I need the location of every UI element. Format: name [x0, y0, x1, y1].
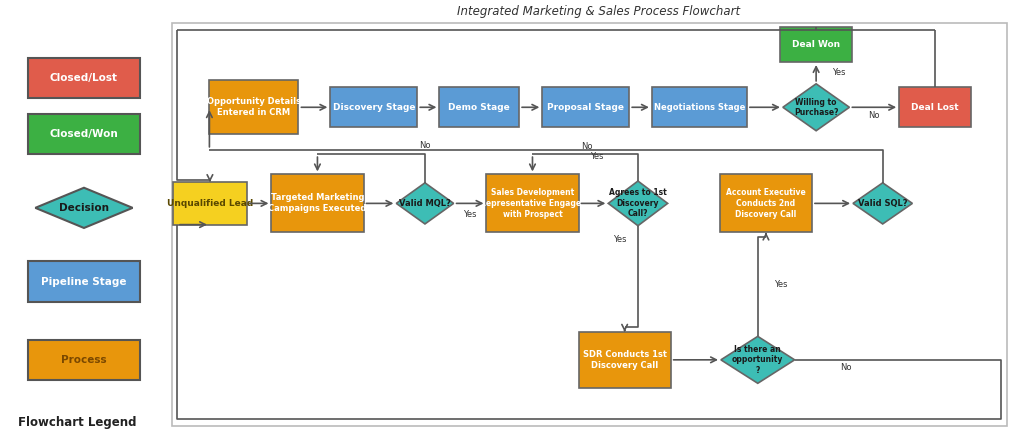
Text: Yes: Yes	[591, 152, 604, 161]
Text: Sales Development
Representative Engages
with Prospect: Sales Development Representative Engages…	[479, 188, 586, 219]
FancyBboxPatch shape	[210, 80, 299, 134]
FancyBboxPatch shape	[28, 58, 140, 98]
Polygon shape	[396, 183, 454, 224]
Text: Negotiations Stage: Negotiations Stage	[653, 103, 745, 112]
FancyBboxPatch shape	[28, 261, 140, 302]
Text: Agrees to 1st
Discovery
Call?: Agrees to 1st Discovery Call?	[609, 189, 667, 218]
Text: No: No	[581, 142, 593, 151]
FancyBboxPatch shape	[543, 87, 629, 127]
Text: Decision: Decision	[59, 203, 109, 213]
FancyBboxPatch shape	[579, 332, 671, 388]
Text: Yes: Yes	[463, 210, 477, 219]
FancyBboxPatch shape	[486, 174, 579, 232]
Text: Targeted Marketing
Campaigns Executed: Targeted Marketing Campaigns Executed	[268, 194, 367, 213]
FancyBboxPatch shape	[330, 87, 418, 127]
Text: Deal Won: Deal Won	[793, 40, 840, 49]
Polygon shape	[608, 181, 668, 226]
FancyBboxPatch shape	[173, 182, 247, 224]
Text: Unqualified Lead: Unqualified Lead	[167, 199, 253, 208]
Text: Deal Lost: Deal Lost	[911, 103, 958, 112]
FancyBboxPatch shape	[652, 87, 748, 127]
Text: Opportunity Details
Entered in CRM: Opportunity Details Entered in CRM	[207, 97, 301, 117]
FancyBboxPatch shape	[720, 174, 812, 232]
Text: Closed/Won: Closed/Won	[49, 129, 119, 139]
FancyBboxPatch shape	[780, 27, 852, 62]
Text: No: No	[840, 363, 852, 372]
Text: Willing to
Purchase?: Willing to Purchase?	[794, 97, 839, 117]
Text: SDR Conducts 1st
Discovery Call: SDR Conducts 1st Discovery Call	[583, 350, 667, 370]
Text: Demo Stage: Demo Stage	[449, 103, 510, 112]
Text: Valid SQL?: Valid SQL?	[858, 199, 907, 208]
Text: Is there an
opportunity
?: Is there an opportunity ?	[732, 345, 783, 375]
Text: No: No	[868, 111, 880, 120]
Text: Valid MQL?: Valid MQL?	[399, 199, 451, 208]
FancyBboxPatch shape	[439, 87, 519, 127]
FancyBboxPatch shape	[28, 114, 140, 154]
Polygon shape	[853, 183, 912, 224]
Text: Closed/Lost: Closed/Lost	[50, 73, 118, 83]
Text: No: No	[419, 141, 431, 150]
FancyBboxPatch shape	[28, 340, 140, 380]
Polygon shape	[783, 84, 850, 131]
Polygon shape	[35, 188, 133, 228]
FancyBboxPatch shape	[271, 174, 364, 232]
Text: Yes: Yes	[831, 68, 846, 77]
Text: Account Executive
Conducts 2nd
Discovery Call: Account Executive Conducts 2nd Discovery…	[726, 188, 806, 219]
Text: Pipeline Stage: Pipeline Stage	[41, 277, 127, 287]
Text: Yes: Yes	[773, 280, 787, 289]
Text: Process: Process	[61, 355, 106, 365]
FancyBboxPatch shape	[899, 87, 971, 127]
Text: Discovery Stage: Discovery Stage	[333, 103, 415, 112]
Polygon shape	[721, 337, 795, 383]
Text: Yes: Yes	[612, 235, 627, 244]
Text: Flowchart Legend: Flowchart Legend	[18, 416, 137, 429]
Text: Integrated Marketing & Sales Process Flowchart: Integrated Marketing & Sales Process Flo…	[458, 4, 740, 18]
Text: Proposal Stage: Proposal Stage	[547, 103, 625, 112]
